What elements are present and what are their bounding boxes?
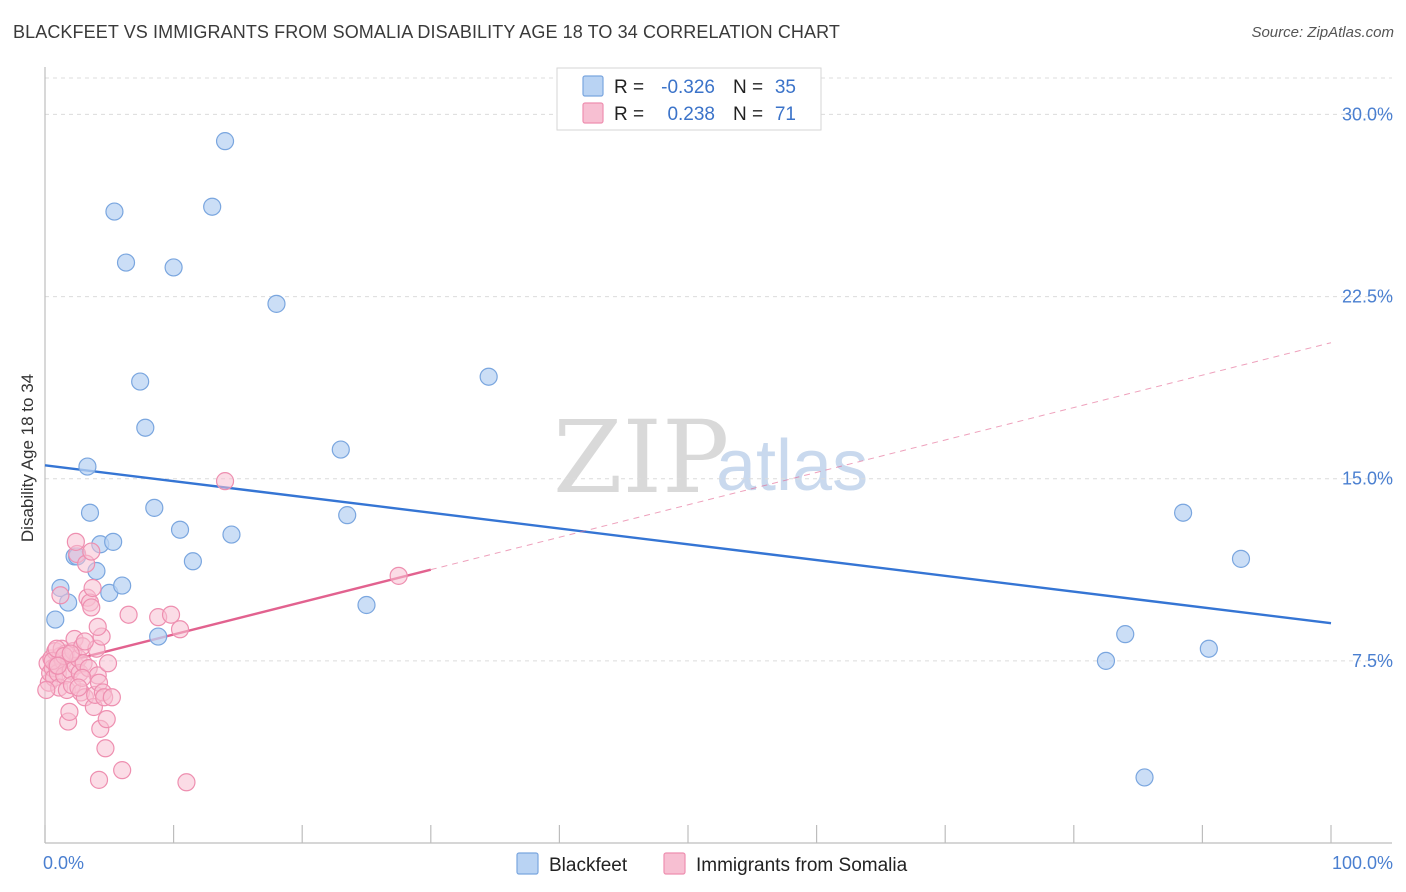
blackfeet-point	[215, 132, 235, 151]
blackfeet-point	[136, 418, 155, 437]
y-tick-label: 15.0%	[1342, 469, 1393, 489]
blackfeet-point	[145, 498, 164, 517]
somalia-point	[97, 710, 116, 729]
blackfeet-point	[267, 294, 286, 313]
source-label: Source: ZipAtlas.com	[1251, 24, 1394, 41]
blackfeet-point	[170, 520, 190, 539]
blackfeet-point	[222, 525, 241, 544]
somalia-point	[60, 702, 79, 721]
watermark: ZIP atlas	[553, 399, 868, 516]
blackfeet-point	[1174, 503, 1193, 522]
axes	[44, 67, 1392, 844]
somalia-point	[48, 656, 67, 675]
legend: R = -0.326 N = 35 R = 0.238 N = 71	[556, 67, 822, 131]
legend-swatch-blackfeet	[582, 75, 604, 97]
blackfeet-point	[183, 552, 202, 571]
blackfeet-point	[46, 610, 65, 629]
somalia-point	[37, 680, 56, 700]
legend-n-value: 71	[775, 104, 796, 125]
blackfeet-point	[116, 253, 136, 272]
legend-r-value: 0.238	[667, 104, 715, 125]
legend-n-label: N =	[733, 104, 763, 125]
somalia-point	[51, 586, 70, 605]
somalia-point	[98, 654, 118, 673]
somalia-trendline-extension	[430, 342, 1332, 571]
somalia-point	[215, 472, 235, 491]
x-tick-labels: 0.0% 100.0%	[43, 853, 1393, 873]
somalia-point	[61, 644, 80, 663]
x-tick-label: 100.0%	[1332, 853, 1393, 873]
bottom-legend-swatch-blackfeet	[516, 852, 539, 875]
somalia-point	[119, 605, 138, 624]
somalia-point	[75, 632, 94, 651]
blackfeet-point	[1231, 549, 1251, 568]
blackfeet-point	[331, 440, 350, 459]
somalia-point	[83, 578, 102, 598]
blackfeet-point	[203, 197, 222, 216]
bottom-legend-label-blackfeet: Blackfeet	[549, 855, 628, 876]
y-tick-label: 30.0%	[1342, 104, 1393, 124]
blackfeet-point	[80, 503, 100, 522]
bottom-legend-label-somalia: Immigrants from Somalia	[696, 855, 908, 876]
somalia-trendline	[44, 568, 432, 669]
y-tick-labels: 7.5% 15.0% 22.5% 30.0%	[1342, 104, 1393, 670]
blackfeet-point	[164, 258, 183, 277]
blackfeet-point	[78, 457, 97, 476]
watermark-zip: ZIP	[553, 399, 729, 516]
blackfeet-point	[479, 367, 498, 386]
blackfeet-point	[1135, 768, 1154, 787]
legend-n-label: N =	[733, 77, 763, 98]
legend-r-label: R =	[614, 104, 644, 125]
y-tick-label: 22.5%	[1342, 287, 1393, 307]
legend-r-label: R =	[614, 77, 644, 98]
blackfeet-point	[105, 202, 124, 221]
somalia-point	[177, 773, 196, 792]
bottom-legend-swatch-somalia	[663, 852, 686, 875]
blackfeet-trendline	[44, 464, 1332, 625]
trendlines	[44, 342, 1332, 669]
somalia-point	[82, 542, 101, 561]
somalia-point	[113, 761, 132, 780]
bottom-legend: Blackfeet Immigrants from Somalia	[516, 852, 908, 876]
blackfeet-point	[1116, 625, 1135, 644]
somalia-point	[96, 739, 115, 758]
legend-r-value: -0.326	[661, 77, 715, 98]
blackfeet-point	[113, 576, 132, 595]
blackfeet-point	[1199, 639, 1218, 658]
watermark-atlas: atlas	[716, 426, 868, 506]
blackfeet-point	[131, 372, 150, 391]
y-axis-label: Disability Age 18 to 34	[18, 374, 37, 542]
somalia-point	[389, 566, 408, 585]
somalia-point	[170, 620, 190, 639]
blackfeet-point	[1096, 651, 1116, 670]
blackfeet-point	[149, 627, 168, 646]
blackfeet-point	[338, 506, 357, 525]
blackfeet-point	[104, 532, 123, 551]
somalia-point	[89, 770, 109, 789]
blackfeet-point	[357, 595, 376, 615]
grid	[45, 77, 1392, 662]
legend-n-value: 35	[775, 77, 796, 98]
somalia-point	[82, 598, 101, 617]
legend-swatch-somalia	[582, 102, 604, 124]
somalia-point	[102, 688, 121, 707]
somalia-point	[161, 605, 181, 624]
data-points	[37, 132, 1251, 792]
y-tick-label: 7.5%	[1352, 651, 1393, 671]
x-tick-label: 0.0%	[43, 853, 84, 873]
somalia-point	[69, 678, 88, 697]
chart-title: BLACKFEET VS IMMIGRANTS FROM SOMALIA DIS…	[13, 22, 841, 42]
somalia-point	[88, 617, 107, 636]
somalia-point	[66, 532, 85, 551]
